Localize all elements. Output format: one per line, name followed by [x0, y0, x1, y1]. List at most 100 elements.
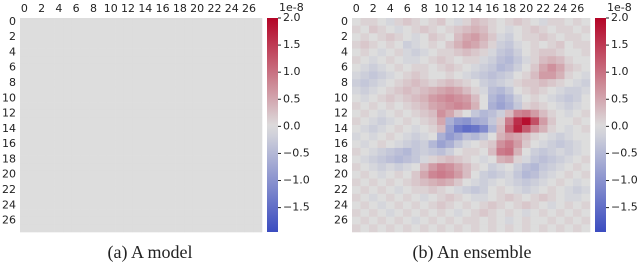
heatmap-cell [539, 102, 548, 111]
heatmap-cell [37, 193, 47, 202]
heatmap-cell [547, 18, 557, 26]
heatmap-cell [445, 209, 455, 218]
heatmap-cell [28, 178, 38, 187]
heatmap-cell [479, 18, 489, 26]
heatmap-cell [420, 33, 429, 42]
heatmap-cell [547, 86, 557, 95]
heatmap-cell [37, 155, 47, 164]
heatmap-cell [352, 216, 361, 225]
heatmap-cell [539, 117, 548, 126]
heatmap-cell [428, 201, 438, 210]
heatmap-cell [386, 224, 395, 233]
heatmap-cell [547, 63, 557, 72]
heatmap-cell [89, 132, 99, 141]
heatmap-cell [158, 155, 168, 164]
heatmap-cell [522, 18, 531, 26]
heatmap-cell [253, 86, 263, 95]
heatmap-cell [530, 71, 540, 80]
heatmap-cell [80, 155, 90, 164]
heatmap-cell [437, 201, 446, 210]
heatmap-cell [556, 147, 565, 156]
heatmap-cell [210, 163, 220, 172]
heatmap-cell [80, 140, 90, 149]
heatmap-cell [556, 48, 565, 57]
heatmap-cell [420, 94, 429, 103]
heatmap-cell [479, 86, 489, 95]
heatmap-cell [149, 186, 159, 195]
heatmap-cell [141, 140, 150, 149]
heatmap-cell [28, 79, 38, 88]
heatmap-cell [369, 186, 378, 195]
heatmap-cell [37, 63, 47, 72]
heatmap-cell [352, 56, 361, 65]
heatmap-cell [377, 224, 387, 233]
heatmap-cell [369, 178, 378, 187]
heatmap-cell [386, 71, 395, 80]
heatmap-cell [377, 178, 387, 187]
heatmap-cell [201, 132, 211, 141]
heatmap-cell [28, 163, 38, 172]
heatmap-cell [97, 117, 107, 126]
heatmap-cell [184, 216, 194, 225]
heatmap-cell [581, 48, 591, 57]
heatmap-cell [352, 193, 361, 202]
heatmap-cell [80, 132, 90, 141]
heatmap-cell [564, 178, 574, 187]
heatmap-cell [37, 186, 47, 195]
heatmap-cell [115, 209, 125, 218]
heatmap-cell [547, 163, 557, 172]
heatmap-cell [539, 94, 548, 103]
heatmap-cell [539, 178, 548, 187]
heatmap-cell [556, 178, 565, 187]
heatmap-cell [454, 132, 463, 141]
y-tick-label: 10 [334, 91, 348, 104]
heatmap-cell [437, 186, 446, 195]
heatmap-cell [564, 33, 574, 42]
heatmap-cell [115, 48, 125, 57]
heatmap-cell [394, 147, 404, 156]
heatmap-cell [149, 25, 159, 34]
heatmap-cell [573, 132, 582, 141]
heatmap-cell [369, 193, 378, 202]
heatmap-cell [556, 86, 565, 95]
heatmap-cell [360, 201, 370, 210]
heatmap-cell [175, 94, 185, 103]
heatmap-cell [369, 48, 378, 57]
heatmap-cell [28, 193, 38, 202]
heatmap-cell [581, 18, 591, 26]
heatmap-cell [471, 201, 480, 210]
heatmap-cell [360, 163, 370, 172]
heatmap-cell [377, 33, 387, 42]
heatmap-cell [218, 63, 228, 72]
heatmap-cell [573, 71, 582, 80]
heatmap-cell [437, 117, 446, 126]
heatmap-cell [192, 109, 202, 118]
heatmap-cell [201, 193, 211, 202]
heatmap-cell [227, 117, 237, 126]
heatmap-cell [244, 40, 254, 49]
heatmap-cell [80, 25, 90, 34]
heatmap-cell [454, 117, 463, 126]
heatmap-cell [236, 25, 246, 34]
heatmap-cell [201, 201, 211, 210]
heatmap-cell [45, 18, 55, 26]
heatmap-cell [227, 94, 237, 103]
heatmap-cell [386, 147, 395, 156]
heatmap-cell [573, 117, 582, 126]
heatmap-cell [377, 201, 387, 210]
heatmap-cell [411, 163, 421, 172]
heatmap-cell [141, 224, 150, 233]
x-tick-label: 8 [421, 2, 428, 15]
heatmap-cell [218, 147, 228, 156]
heatmap-cell [106, 25, 116, 34]
heatmap-cell [201, 224, 211, 233]
heatmap-cell [37, 40, 47, 49]
heatmap-cell [488, 102, 497, 111]
heatmap-cell [201, 48, 211, 57]
heatmap-cell [564, 63, 574, 72]
heatmap-cell [192, 155, 202, 164]
heatmap-cell [420, 56, 429, 65]
heatmap-cell [123, 209, 133, 218]
heatmap-cell [236, 209, 246, 218]
heatmap-cell [227, 193, 237, 202]
